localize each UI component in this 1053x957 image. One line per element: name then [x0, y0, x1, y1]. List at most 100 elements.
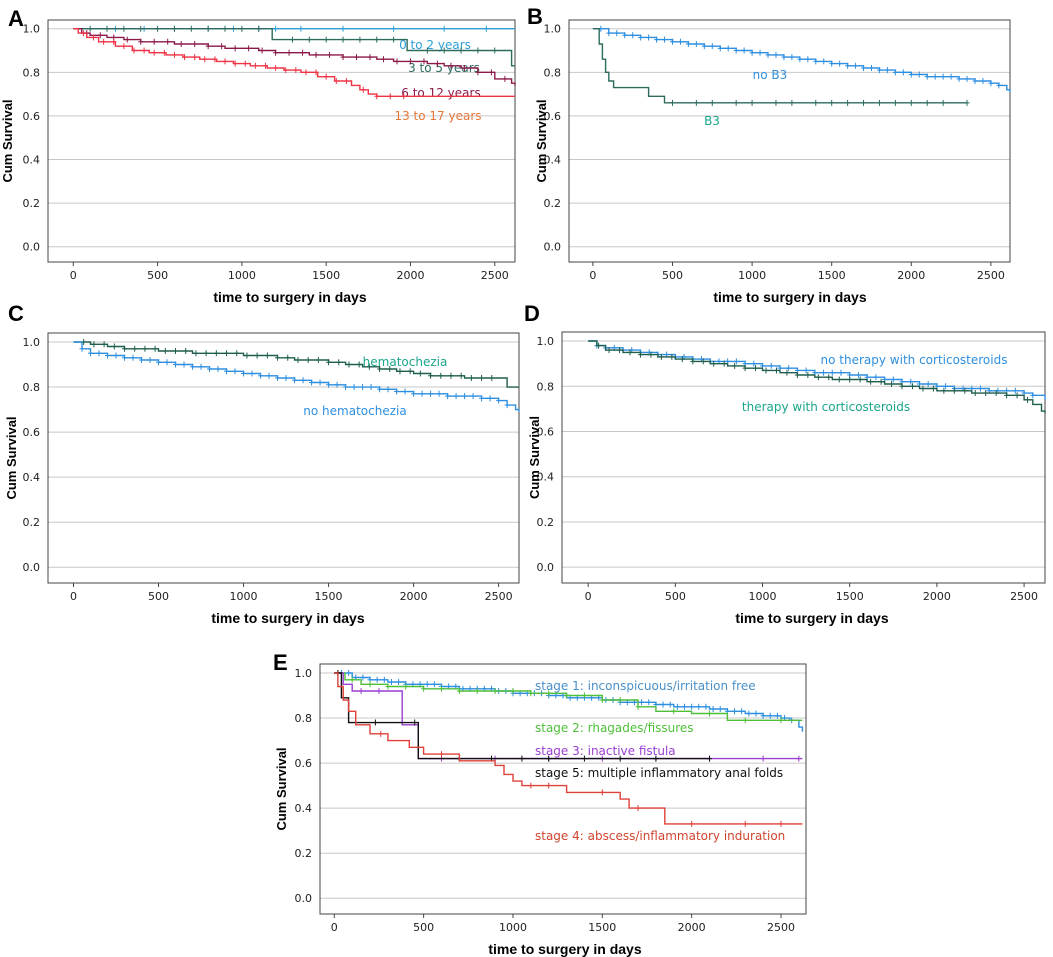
censor-mark: [275, 375, 281, 382]
censor-mark: [387, 93, 393, 100]
censor-mark: [635, 703, 641, 710]
censor-mark: [717, 706, 723, 713]
censor-mark: [192, 40, 198, 47]
censor-mark: [171, 25, 177, 32]
censor-mark: [742, 365, 748, 372]
censor-mark: [908, 378, 914, 385]
censor-mark: [242, 60, 248, 67]
series-no-therapy-with-corticosteroids: no therapy with corticosteroids: [588, 340, 1046, 400]
censor-mark: [781, 54, 787, 61]
x-tick-label: 1000: [749, 590, 777, 603]
censor-mark: [241, 370, 247, 377]
x-tick-label: 2000: [678, 921, 706, 934]
survival-curve: [592, 28, 967, 104]
censor-mark: [190, 363, 196, 370]
censor-mark: [340, 36, 346, 43]
censor-mark: [101, 38, 107, 45]
censor-mark: [273, 25, 279, 32]
censor-mark: [669, 353, 675, 360]
censor-mark: [139, 357, 145, 364]
censor-mark: [837, 60, 843, 67]
censor-mark: [273, 64, 279, 71]
censor-mark: [327, 51, 333, 58]
censor-mark: [188, 25, 194, 32]
censor-mark: [639, 699, 645, 706]
censor-mark: [470, 393, 476, 400]
series-0-to-2-years: 0 to 2 years: [73, 25, 515, 52]
y-tick-label: 1.0: [23, 23, 41, 36]
censor-mark: [340, 54, 346, 61]
censor-mark: [475, 69, 481, 76]
censor-mark: [474, 688, 480, 695]
censor-mark: [377, 366, 383, 373]
censor-mark: [689, 703, 695, 710]
survival-curve: [334, 672, 803, 825]
y-axis-title: Cum Survival: [534, 99, 549, 182]
censor-mark: [488, 69, 494, 76]
censor-mark: [924, 73, 930, 80]
censor-mark: [441, 25, 447, 32]
censor-mark: [679, 356, 685, 363]
censor-mark: [977, 385, 983, 392]
censor-mark: [925, 381, 931, 388]
censor-mark: [951, 387, 957, 394]
censor-mark: [646, 34, 652, 41]
censor-mark: [306, 36, 312, 43]
censor-mark: [91, 341, 97, 348]
censor-mark: [303, 69, 309, 76]
censor-mark: [669, 38, 675, 45]
y-tick-label: 0.6: [544, 110, 562, 123]
censor-mark: [707, 710, 713, 717]
censor-mark: [424, 681, 430, 688]
x-tick-label: 2000: [897, 269, 925, 282]
y-tick-label: 0.8: [295, 712, 313, 725]
censor-mark: [682, 703, 687, 710]
censor-mark: [397, 368, 403, 375]
x-tick-label: 2500: [481, 269, 509, 282]
censor-mark: [300, 377, 306, 384]
censor-mark: [224, 350, 230, 357]
censor-mark: [847, 376, 853, 383]
censor-mark: [1014, 392, 1020, 399]
x-tick-label: 1500: [818, 269, 846, 282]
censor-mark: [829, 99, 835, 106]
censor-mark: [845, 62, 851, 69]
censor-mark: [742, 717, 748, 724]
censor-mark: [671, 708, 677, 715]
censor-mark: [654, 36, 660, 43]
censor-mark: [916, 71, 922, 78]
censor-mark: [259, 47, 265, 54]
censor-mark: [142, 345, 148, 352]
x-tick-label: 1000: [499, 921, 527, 934]
censor-mark: [232, 368, 238, 375]
x-axis-title: time to surgery in days: [213, 289, 366, 305]
censor-mark: [249, 370, 255, 377]
y-tick-label: 0.8: [23, 66, 41, 79]
censor-mark: [461, 64, 467, 71]
censor-mark: [387, 366, 393, 373]
censor-mark: [868, 378, 874, 385]
survival-curve: [592, 28, 1011, 92]
censor-mark: [821, 369, 827, 376]
y-tick-label: 0.0: [544, 241, 562, 254]
censor-mark: [496, 397, 502, 404]
censor-mark: [122, 354, 128, 361]
survival-curve: [588, 340, 1046, 400]
censor-mark: [436, 390, 442, 397]
censor-mark: [183, 348, 189, 355]
censor-mark: [813, 99, 819, 106]
censor-mark: [528, 782, 534, 789]
censor-mark: [376, 688, 382, 695]
censor-mark: [372, 719, 378, 726]
censor-mark: [564, 692, 570, 699]
censor-mark: [313, 51, 319, 58]
x-tick-label: 0: [589, 269, 596, 282]
survival-curve: [73, 341, 520, 412]
censor-mark: [367, 681, 373, 688]
x-tick-label: 2000: [400, 590, 428, 603]
censor-mark: [778, 820, 784, 827]
censor-mark: [711, 360, 717, 367]
censor-mark: [438, 372, 444, 379]
panel-d: 0.0 0.2 0.4 0.6 0.8 1.0 0 500 1000 1500 2000 2500 ti…: [524, 301, 1046, 626]
censor-mark: [178, 40, 184, 47]
